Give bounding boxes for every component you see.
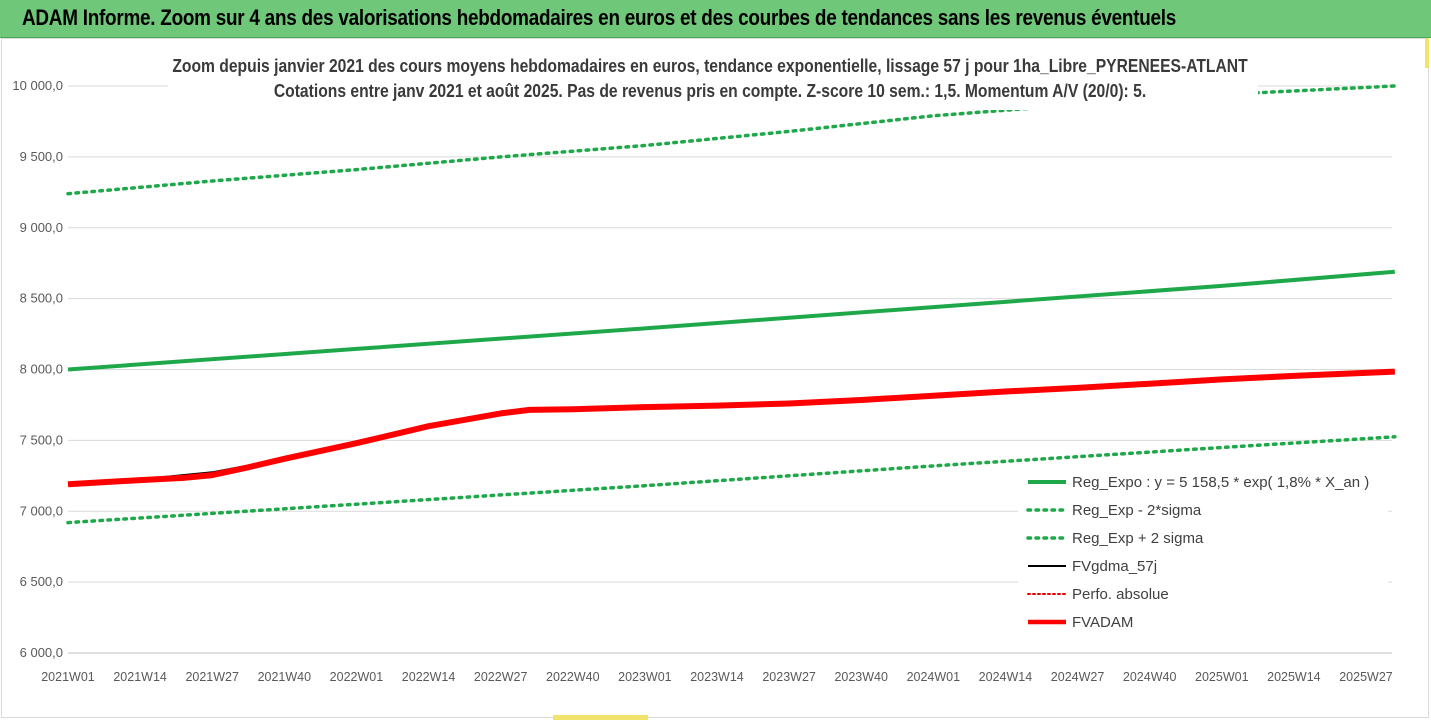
y-tick-label: 8 500,0 bbox=[20, 291, 63, 306]
decorative-accent-right bbox=[1425, 38, 1429, 68]
legend-box bbox=[1018, 462, 1388, 640]
x-tick-label: 2023W01 bbox=[618, 670, 672, 684]
x-tick-label: 2024W14 bbox=[979, 670, 1033, 684]
legend-label: FVgdma_57j bbox=[1072, 558, 1157, 575]
chart-title-line-2: Cotations entre janv 2021 et août 2025. … bbox=[273, 81, 1147, 101]
x-tick-label: 2022W40 bbox=[546, 670, 600, 684]
y-tick-label: 7 500,0 bbox=[20, 432, 63, 447]
legend-label: Reg_Expo : y = 5 158,5 * exp( 1,8% * X_a… bbox=[1072, 474, 1369, 491]
x-tick-label: 2021W27 bbox=[185, 670, 239, 684]
x-tick-label: 2021W40 bbox=[258, 670, 312, 684]
chart-frame bbox=[1, 38, 1429, 718]
x-tick-label: 2024W27 bbox=[1051, 670, 1105, 684]
x-tick-label: 2025W01 bbox=[1195, 670, 1249, 684]
decorative-accent-bottom bbox=[553, 715, 648, 720]
legend-label: Perfo. absolue bbox=[1072, 586, 1169, 603]
x-tick-label: 2023W27 bbox=[762, 670, 816, 684]
x-tick-label: 2022W01 bbox=[330, 670, 384, 684]
x-tick-label: 2025W27 bbox=[1339, 670, 1393, 684]
y-tick-label: 8 000,0 bbox=[20, 362, 63, 377]
report-title: ADAM Informe. Zoom sur 4 ans des valoris… bbox=[22, 5, 1177, 30]
y-tick-label: 10 000,0 bbox=[12, 78, 63, 93]
x-tick-label: 2025W14 bbox=[1267, 670, 1321, 684]
series-line-5 bbox=[67, 368, 1395, 488]
x-tick-label: 2022W14 bbox=[402, 670, 456, 684]
x-tick-label: 2022W27 bbox=[474, 670, 528, 684]
legend-label: Reg_Exp - 2*sigma bbox=[1072, 502, 1202, 519]
report-banner: ADAM Informe. Zoom sur 4 ans des valoris… bbox=[0, 0, 1431, 38]
chart-title-line-1: Zoom depuis janvier 2021 des cours moyen… bbox=[172, 56, 1248, 76]
x-tick-label: 2021W14 bbox=[113, 670, 167, 684]
x-tick-label: 2023W14 bbox=[690, 670, 744, 684]
series-line-0 bbox=[67, 269, 1395, 372]
y-tick-label: 9 500,0 bbox=[20, 149, 63, 164]
legend-label: FVADAM bbox=[1072, 614, 1133, 631]
series-line-1 bbox=[66, 435, 1397, 525]
x-tick-label: 2024W01 bbox=[907, 670, 961, 684]
legend-label: Reg_Exp + 2 sigma bbox=[1072, 530, 1204, 547]
chart-title: Zoom depuis janvier 2021 des cours moyen… bbox=[80, 54, 1340, 104]
title-backdrop bbox=[168, 52, 1258, 110]
x-tick-label: 2023W40 bbox=[834, 670, 888, 684]
x-tick-label: 2024W40 bbox=[1123, 670, 1177, 684]
y-tick-label: 9 000,0 bbox=[20, 220, 63, 235]
y-tick-label: 7 000,0 bbox=[20, 503, 63, 518]
x-tick-label: 2021W01 bbox=[41, 670, 95, 684]
y-tick-label: 6 000,0 bbox=[20, 645, 63, 660]
y-tick-label: 6 500,0 bbox=[20, 574, 63, 589]
